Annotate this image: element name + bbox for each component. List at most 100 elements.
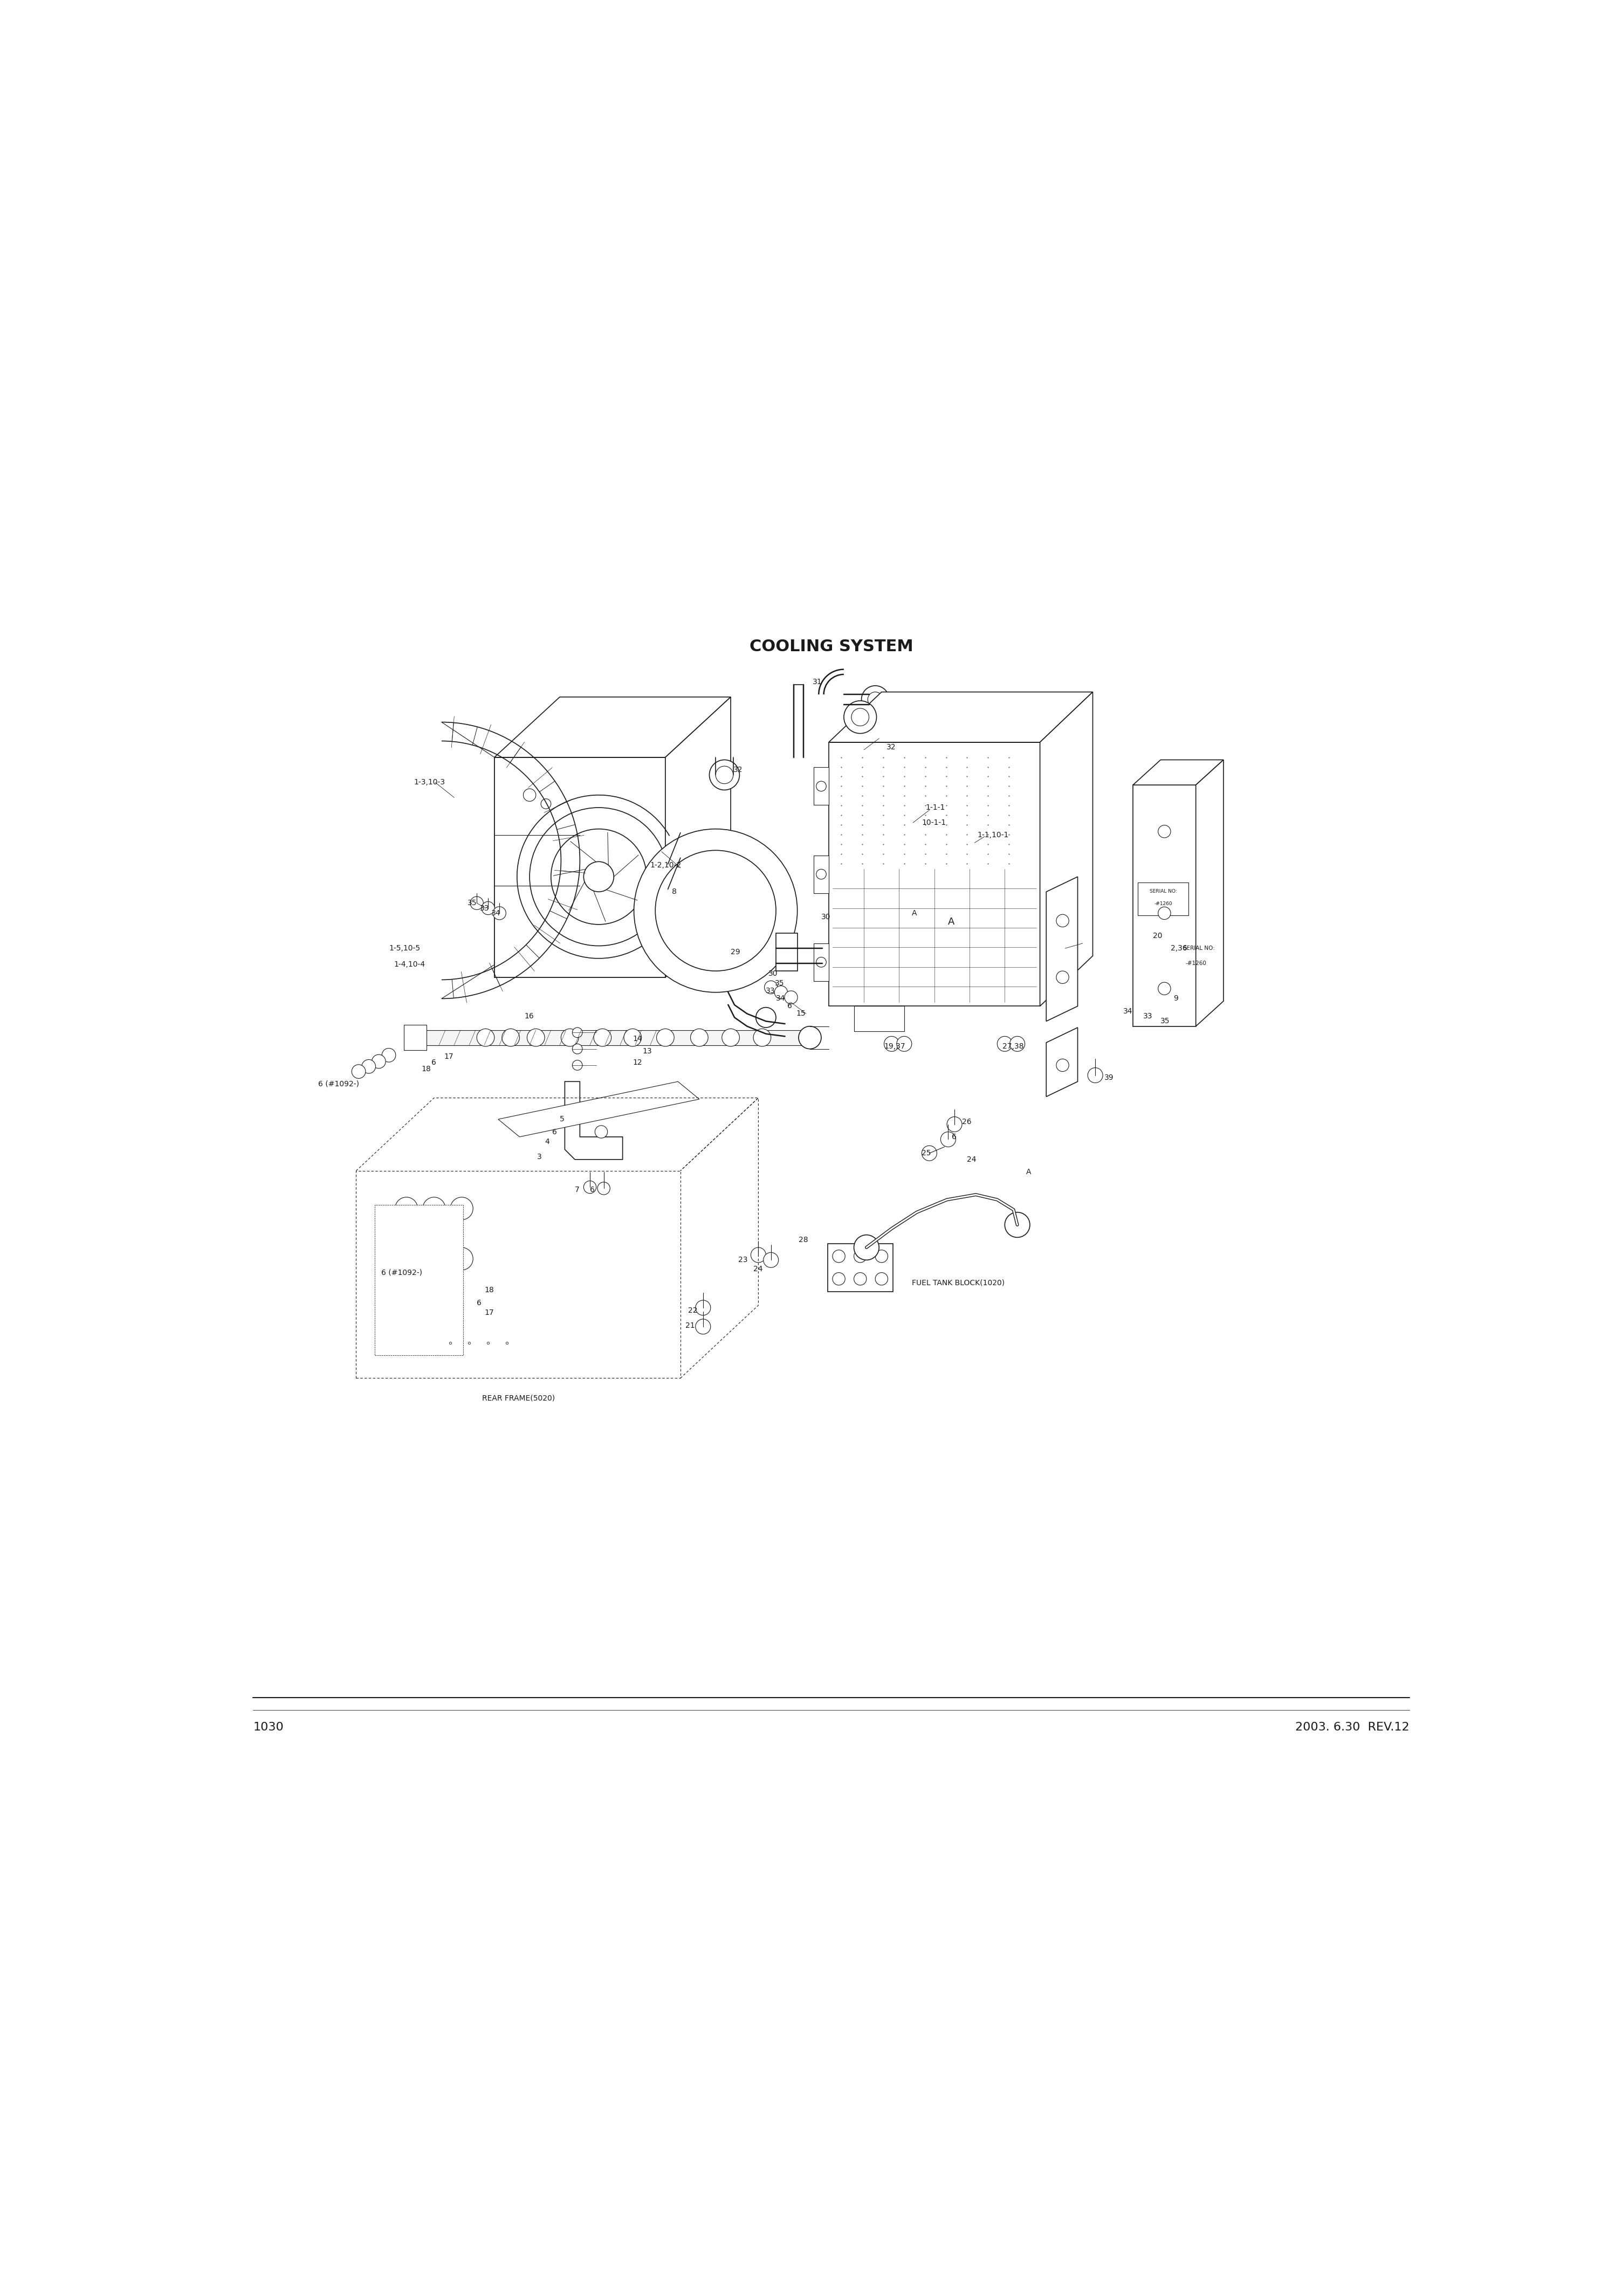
Circle shape — [561, 1029, 579, 1047]
Circle shape — [493, 907, 506, 921]
Circle shape — [756, 1008, 775, 1029]
Text: 24: 24 — [967, 1155, 976, 1164]
Circle shape — [655, 850, 775, 971]
Text: 17: 17 — [485, 1309, 493, 1316]
Text: 31: 31 — [813, 677, 822, 687]
Text: 35: 35 — [1161, 1017, 1169, 1024]
Text: -#1260: -#1260 — [1186, 960, 1207, 967]
Circle shape — [884, 1035, 899, 1052]
Text: A: A — [1027, 1169, 1032, 1176]
Text: 33: 33 — [480, 905, 490, 912]
Text: 26: 26 — [962, 1118, 972, 1125]
Circle shape — [696, 1320, 710, 1334]
Circle shape — [1056, 971, 1069, 983]
Text: 32: 32 — [733, 767, 743, 774]
Polygon shape — [1046, 1029, 1077, 1097]
Text: 15: 15 — [796, 1010, 806, 1017]
Circle shape — [832, 1272, 845, 1286]
Circle shape — [861, 687, 889, 714]
Polygon shape — [827, 1244, 892, 1290]
Circle shape — [470, 895, 483, 909]
Polygon shape — [495, 758, 665, 978]
Text: 24: 24 — [753, 1265, 762, 1272]
Circle shape — [816, 870, 826, 879]
Circle shape — [853, 1235, 879, 1261]
Circle shape — [423, 1196, 446, 1219]
Circle shape — [584, 1180, 597, 1194]
Circle shape — [573, 1061, 582, 1070]
Text: -#1260: -#1260 — [1155, 902, 1173, 907]
Polygon shape — [404, 1024, 427, 1049]
Circle shape — [715, 767, 733, 783]
Circle shape — [451, 1196, 474, 1219]
Polygon shape — [1132, 785, 1195, 1026]
Circle shape — [941, 1132, 955, 1148]
Circle shape — [573, 1029, 582, 1038]
Text: 30: 30 — [769, 969, 779, 978]
Circle shape — [1088, 1068, 1103, 1084]
Circle shape — [529, 808, 668, 946]
Circle shape — [451, 1247, 474, 1270]
Circle shape — [1011, 1035, 1025, 1052]
Circle shape — [853, 1272, 866, 1286]
Circle shape — [696, 1300, 710, 1316]
Circle shape — [597, 1182, 610, 1194]
Polygon shape — [564, 1081, 623, 1159]
Polygon shape — [498, 1081, 699, 1137]
Circle shape — [816, 957, 826, 967]
Polygon shape — [814, 767, 829, 806]
Circle shape — [657, 1029, 675, 1047]
Circle shape — [573, 1045, 582, 1054]
Circle shape — [751, 1247, 766, 1263]
Text: A: A — [912, 909, 916, 916]
Text: 33: 33 — [1144, 1013, 1153, 1019]
Text: 6: 6 — [431, 1058, 436, 1065]
Circle shape — [1056, 914, 1069, 928]
Text: 6: 6 — [551, 1127, 556, 1137]
Text: COOLING SYSTEM: COOLING SYSTEM — [749, 638, 913, 654]
Text: 6: 6 — [952, 1134, 957, 1141]
Polygon shape — [495, 758, 665, 978]
Circle shape — [1158, 824, 1171, 838]
Circle shape — [396, 1196, 418, 1219]
Text: 34: 34 — [1122, 1008, 1132, 1015]
Polygon shape — [829, 742, 1040, 1006]
Circle shape — [753, 1029, 770, 1047]
Circle shape — [477, 1029, 495, 1047]
Circle shape — [624, 1029, 641, 1047]
Text: 16: 16 — [524, 1013, 534, 1019]
Circle shape — [595, 1125, 608, 1139]
Text: 12: 12 — [633, 1058, 642, 1065]
Circle shape — [551, 829, 647, 925]
Bar — [1139, 882, 1189, 916]
Text: 34: 34 — [491, 909, 501, 916]
Circle shape — [691, 1029, 709, 1047]
Circle shape — [592, 1097, 610, 1116]
Text: 2,36: 2,36 — [1171, 944, 1187, 953]
Text: 35: 35 — [467, 900, 477, 907]
Text: 28: 28 — [798, 1235, 808, 1244]
Circle shape — [482, 902, 495, 914]
Circle shape — [832, 1249, 845, 1263]
Circle shape — [852, 707, 869, 726]
Text: SERIAL NO:: SERIAL NO: — [1184, 946, 1215, 951]
Text: 1-1-1: 1-1-1 — [926, 804, 946, 810]
Text: 18: 18 — [485, 1286, 495, 1295]
Polygon shape — [814, 856, 829, 893]
Text: 7: 7 — [574, 1185, 579, 1194]
Polygon shape — [775, 932, 798, 971]
Circle shape — [853, 1249, 866, 1263]
Text: FUEL TANK BLOCK(1020): FUEL TANK BLOCK(1020) — [912, 1279, 1004, 1286]
Circle shape — [709, 760, 740, 790]
Polygon shape — [1195, 760, 1223, 1026]
Polygon shape — [853, 1006, 903, 1031]
Circle shape — [843, 700, 876, 732]
Text: SERIAL NO:: SERIAL NO: — [1150, 889, 1178, 893]
Text: 29: 29 — [730, 948, 740, 955]
Text: 9: 9 — [1173, 994, 1178, 1003]
Circle shape — [501, 1029, 519, 1047]
Text: 25: 25 — [921, 1150, 931, 1157]
Text: 8: 8 — [672, 889, 676, 895]
Polygon shape — [665, 698, 730, 978]
Text: 21: 21 — [686, 1322, 694, 1329]
